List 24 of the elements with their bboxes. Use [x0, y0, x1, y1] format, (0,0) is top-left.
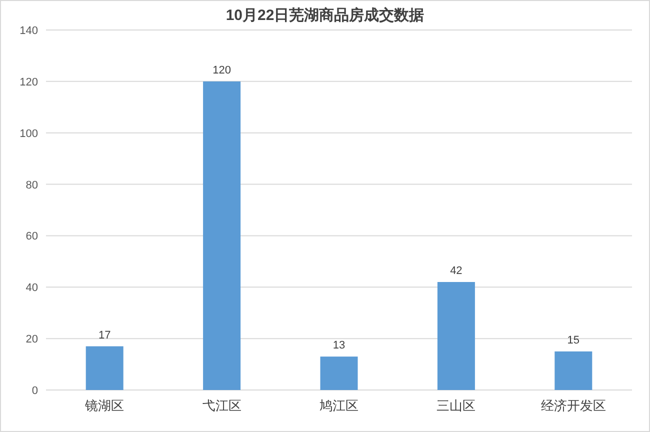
y-tick-label: 120: [20, 76, 38, 88]
data-label: 17: [98, 329, 111, 342]
x-tick-label: 鸠江区: [320, 398, 358, 413]
x-tick-label: 三山区: [436, 398, 476, 413]
y-tick-label: 0: [32, 385, 38, 397]
bar: [203, 81, 241, 390]
data-label: 42: [450, 265, 462, 277]
bar: [437, 282, 475, 390]
y-tick-label: 80: [26, 179, 38, 192]
x-tick-label: 经济开发区: [540, 398, 606, 413]
y-tick-label: 60: [26, 230, 38, 243]
y-tick-label: 140: [20, 25, 38, 37]
data-label: 15: [567, 334, 580, 346]
y-tick-label: 20: [26, 334, 38, 346]
chart-title: 10月22日芜湖商品房成交数据: [226, 6, 424, 24]
x-tick-label: 镜湖区: [84, 398, 124, 413]
data-label: 120: [212, 64, 231, 76]
x-tick-label: 弋江区: [202, 398, 242, 413]
bar: [554, 351, 592, 390]
y-tick-label: 100: [20, 128, 38, 140]
data-label: 13: [332, 340, 346, 352]
bar: [320, 356, 358, 390]
y-tick-label: 40: [26, 282, 38, 294]
bar: [86, 346, 124, 390]
